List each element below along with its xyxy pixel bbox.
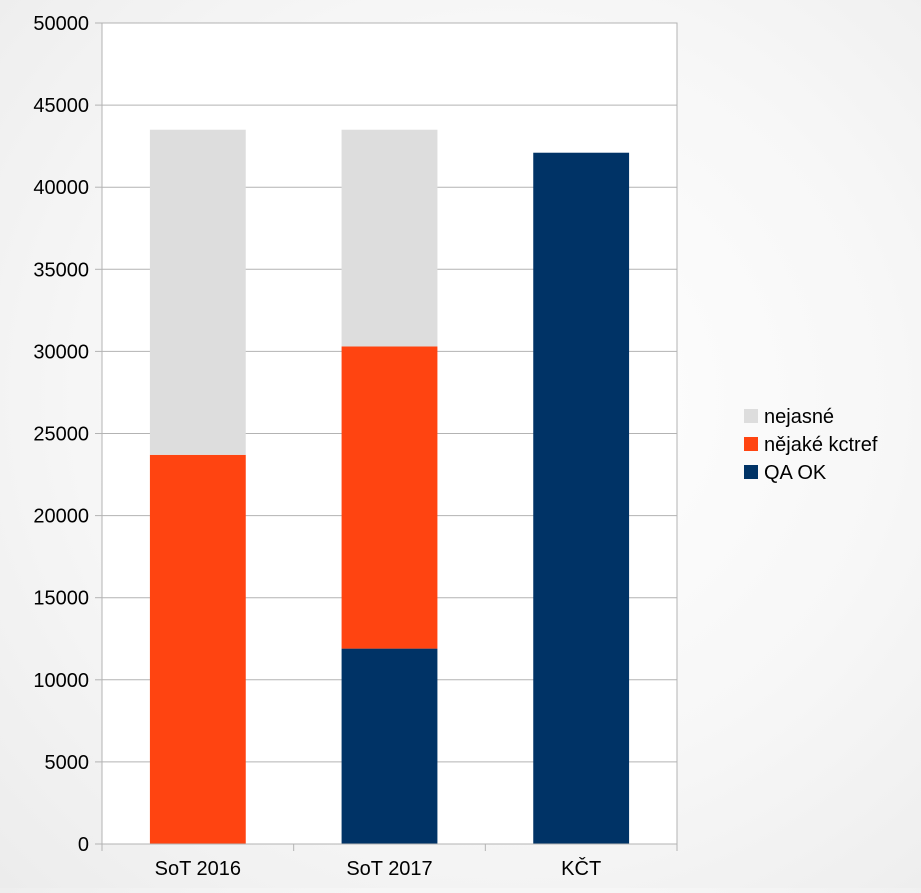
y-tick-label: 50000 <box>33 13 89 35</box>
y-axis-tick-labels: 0 5000 10000 15000 20000 25000 30000 35000 40000… <box>33 13 89 856</box>
y-tick-label: 30000 <box>33 341 89 363</box>
y-tick-label: 45000 <box>33 95 89 117</box>
legend-label: nějaké kctref <box>764 434 878 456</box>
bar-segment <box>341 648 438 844</box>
y-tick-label: 35000 <box>33 259 89 281</box>
legend-swatch <box>744 465 758 479</box>
y-tick-label: 40000 <box>33 177 89 199</box>
bar-segment <box>341 129 438 347</box>
bar-segment <box>533 152 630 844</box>
y-tick-label: 25000 <box>33 424 89 446</box>
x-axis-tick-labels: SoT 2016 SoT 2017 KČT <box>155 857 602 880</box>
x-tick-label: SoT 2016 <box>155 858 241 880</box>
bar-segment <box>149 129 246 455</box>
legend: nejasné nějaké kctref QA OK <box>744 406 878 484</box>
y-tick-label: 15000 <box>33 588 89 610</box>
x-tick-label: KČT <box>561 857 601 880</box>
legend-label: nejasné <box>764 406 834 428</box>
y-tick-label: 0 <box>78 834 89 856</box>
axes <box>95 22 678 851</box>
y-tick-label: 5000 <box>45 752 90 774</box>
legend-swatch <box>744 437 758 451</box>
legend-label: QA OK <box>764 462 827 484</box>
plot-border <box>101 22 678 845</box>
y-tick-label: 10000 <box>33 670 89 692</box>
x-tick-label: SoT 2017 <box>346 858 432 880</box>
y-tick-label: 20000 <box>33 506 89 528</box>
bar-segment <box>341 346 438 649</box>
legend-swatch <box>744 409 758 423</box>
bar-segment <box>149 454 246 844</box>
bars <box>149 129 630 844</box>
